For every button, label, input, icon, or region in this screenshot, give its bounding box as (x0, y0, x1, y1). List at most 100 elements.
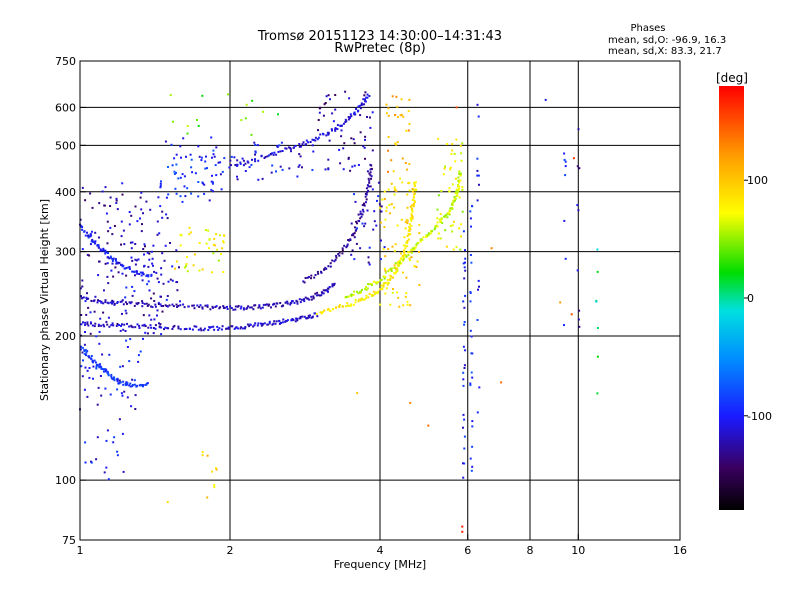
data-point (116, 380, 119, 382)
data-point (124, 330, 127, 332)
data-point (322, 289, 325, 292)
data-point (478, 183, 480, 186)
data-point (281, 150, 284, 152)
data-point (83, 352, 86, 355)
data-point (222, 305, 225, 308)
data-point (134, 243, 137, 245)
data-point (427, 424, 430, 427)
data-point (90, 299, 93, 302)
data-point (212, 325, 215, 328)
data-point (453, 152, 456, 155)
data-point (409, 401, 412, 404)
data-point (356, 227, 358, 230)
data-point (353, 111, 356, 114)
data-point (90, 322, 92, 325)
data-point (80, 323, 83, 326)
data-point (257, 306, 260, 309)
data-point (160, 333, 163, 336)
data-point (396, 141, 399, 144)
data-point (220, 188, 223, 191)
data-point (353, 142, 356, 145)
data-point (359, 131, 362, 134)
data-point (346, 245, 349, 248)
data-point (397, 261, 400, 263)
data-point (331, 129, 333, 132)
data-point (139, 271, 142, 274)
data-point (334, 108, 337, 111)
data-point (326, 131, 329, 134)
data-point (439, 220, 442, 223)
data-point (147, 274, 150, 277)
data-point (154, 305, 157, 308)
data-point (327, 132, 330, 135)
y-tick-label: 500 (55, 139, 76, 152)
data-point (173, 173, 176, 175)
data-point (142, 337, 144, 340)
data-point (365, 96, 368, 99)
data-point (231, 325, 234, 328)
data-point (368, 179, 371, 182)
data-point (232, 308, 235, 311)
data-point (107, 282, 110, 285)
data-point (84, 461, 87, 464)
data-point (563, 219, 566, 222)
data-point (116, 301, 119, 303)
data-point (168, 304, 171, 307)
data-point (174, 187, 177, 190)
data-point (264, 303, 267, 306)
data-point (470, 225, 472, 228)
data-point (146, 332, 149, 335)
data-point (410, 256, 413, 259)
data-point (147, 326, 150, 329)
data-point (193, 253, 196, 256)
data-point (163, 259, 166, 262)
data-point (370, 293, 373, 296)
data-point (449, 166, 452, 169)
data-point (199, 327, 202, 330)
data-point (410, 224, 413, 227)
data-point (463, 321, 466, 323)
data-point (150, 326, 153, 329)
y-tick-label: 100 (55, 474, 76, 487)
data-point (83, 350, 86, 352)
data-point (134, 326, 137, 329)
data-point (332, 120, 335, 123)
data-point (174, 267, 177, 270)
data-point (159, 184, 162, 187)
data-point (179, 244, 182, 247)
data-point (108, 257, 111, 260)
data-point (406, 245, 409, 248)
data-point (97, 299, 99, 302)
data-point (209, 308, 212, 311)
data-point (459, 144, 462, 147)
data-point (463, 418, 466, 421)
data-point (390, 159, 393, 162)
data-point (145, 274, 148, 277)
data-point (175, 260, 178, 263)
data-point (296, 175, 299, 178)
data-point (363, 103, 366, 106)
data-point (412, 196, 415, 199)
data-point (403, 236, 406, 239)
data-point (131, 270, 134, 273)
y-tick-label: 750 (55, 55, 76, 68)
data-point (269, 153, 272, 156)
data-point (392, 170, 395, 173)
data-point (404, 221, 407, 224)
data-point (180, 156, 182, 159)
data-point (289, 303, 292, 306)
data-point (344, 305, 347, 308)
data-point (359, 210, 362, 213)
data-point (86, 292, 88, 295)
data-point (104, 387, 107, 390)
data-point (285, 147, 288, 150)
data-point (385, 112, 388, 115)
data-point (392, 288, 394, 290)
data-point (254, 153, 256, 156)
y-tick-label: 200 (55, 330, 76, 343)
data-point (470, 261, 473, 264)
data-point (460, 152, 463, 155)
data-point (284, 301, 287, 304)
data-point (307, 276, 310, 278)
data-point (130, 325, 133, 328)
